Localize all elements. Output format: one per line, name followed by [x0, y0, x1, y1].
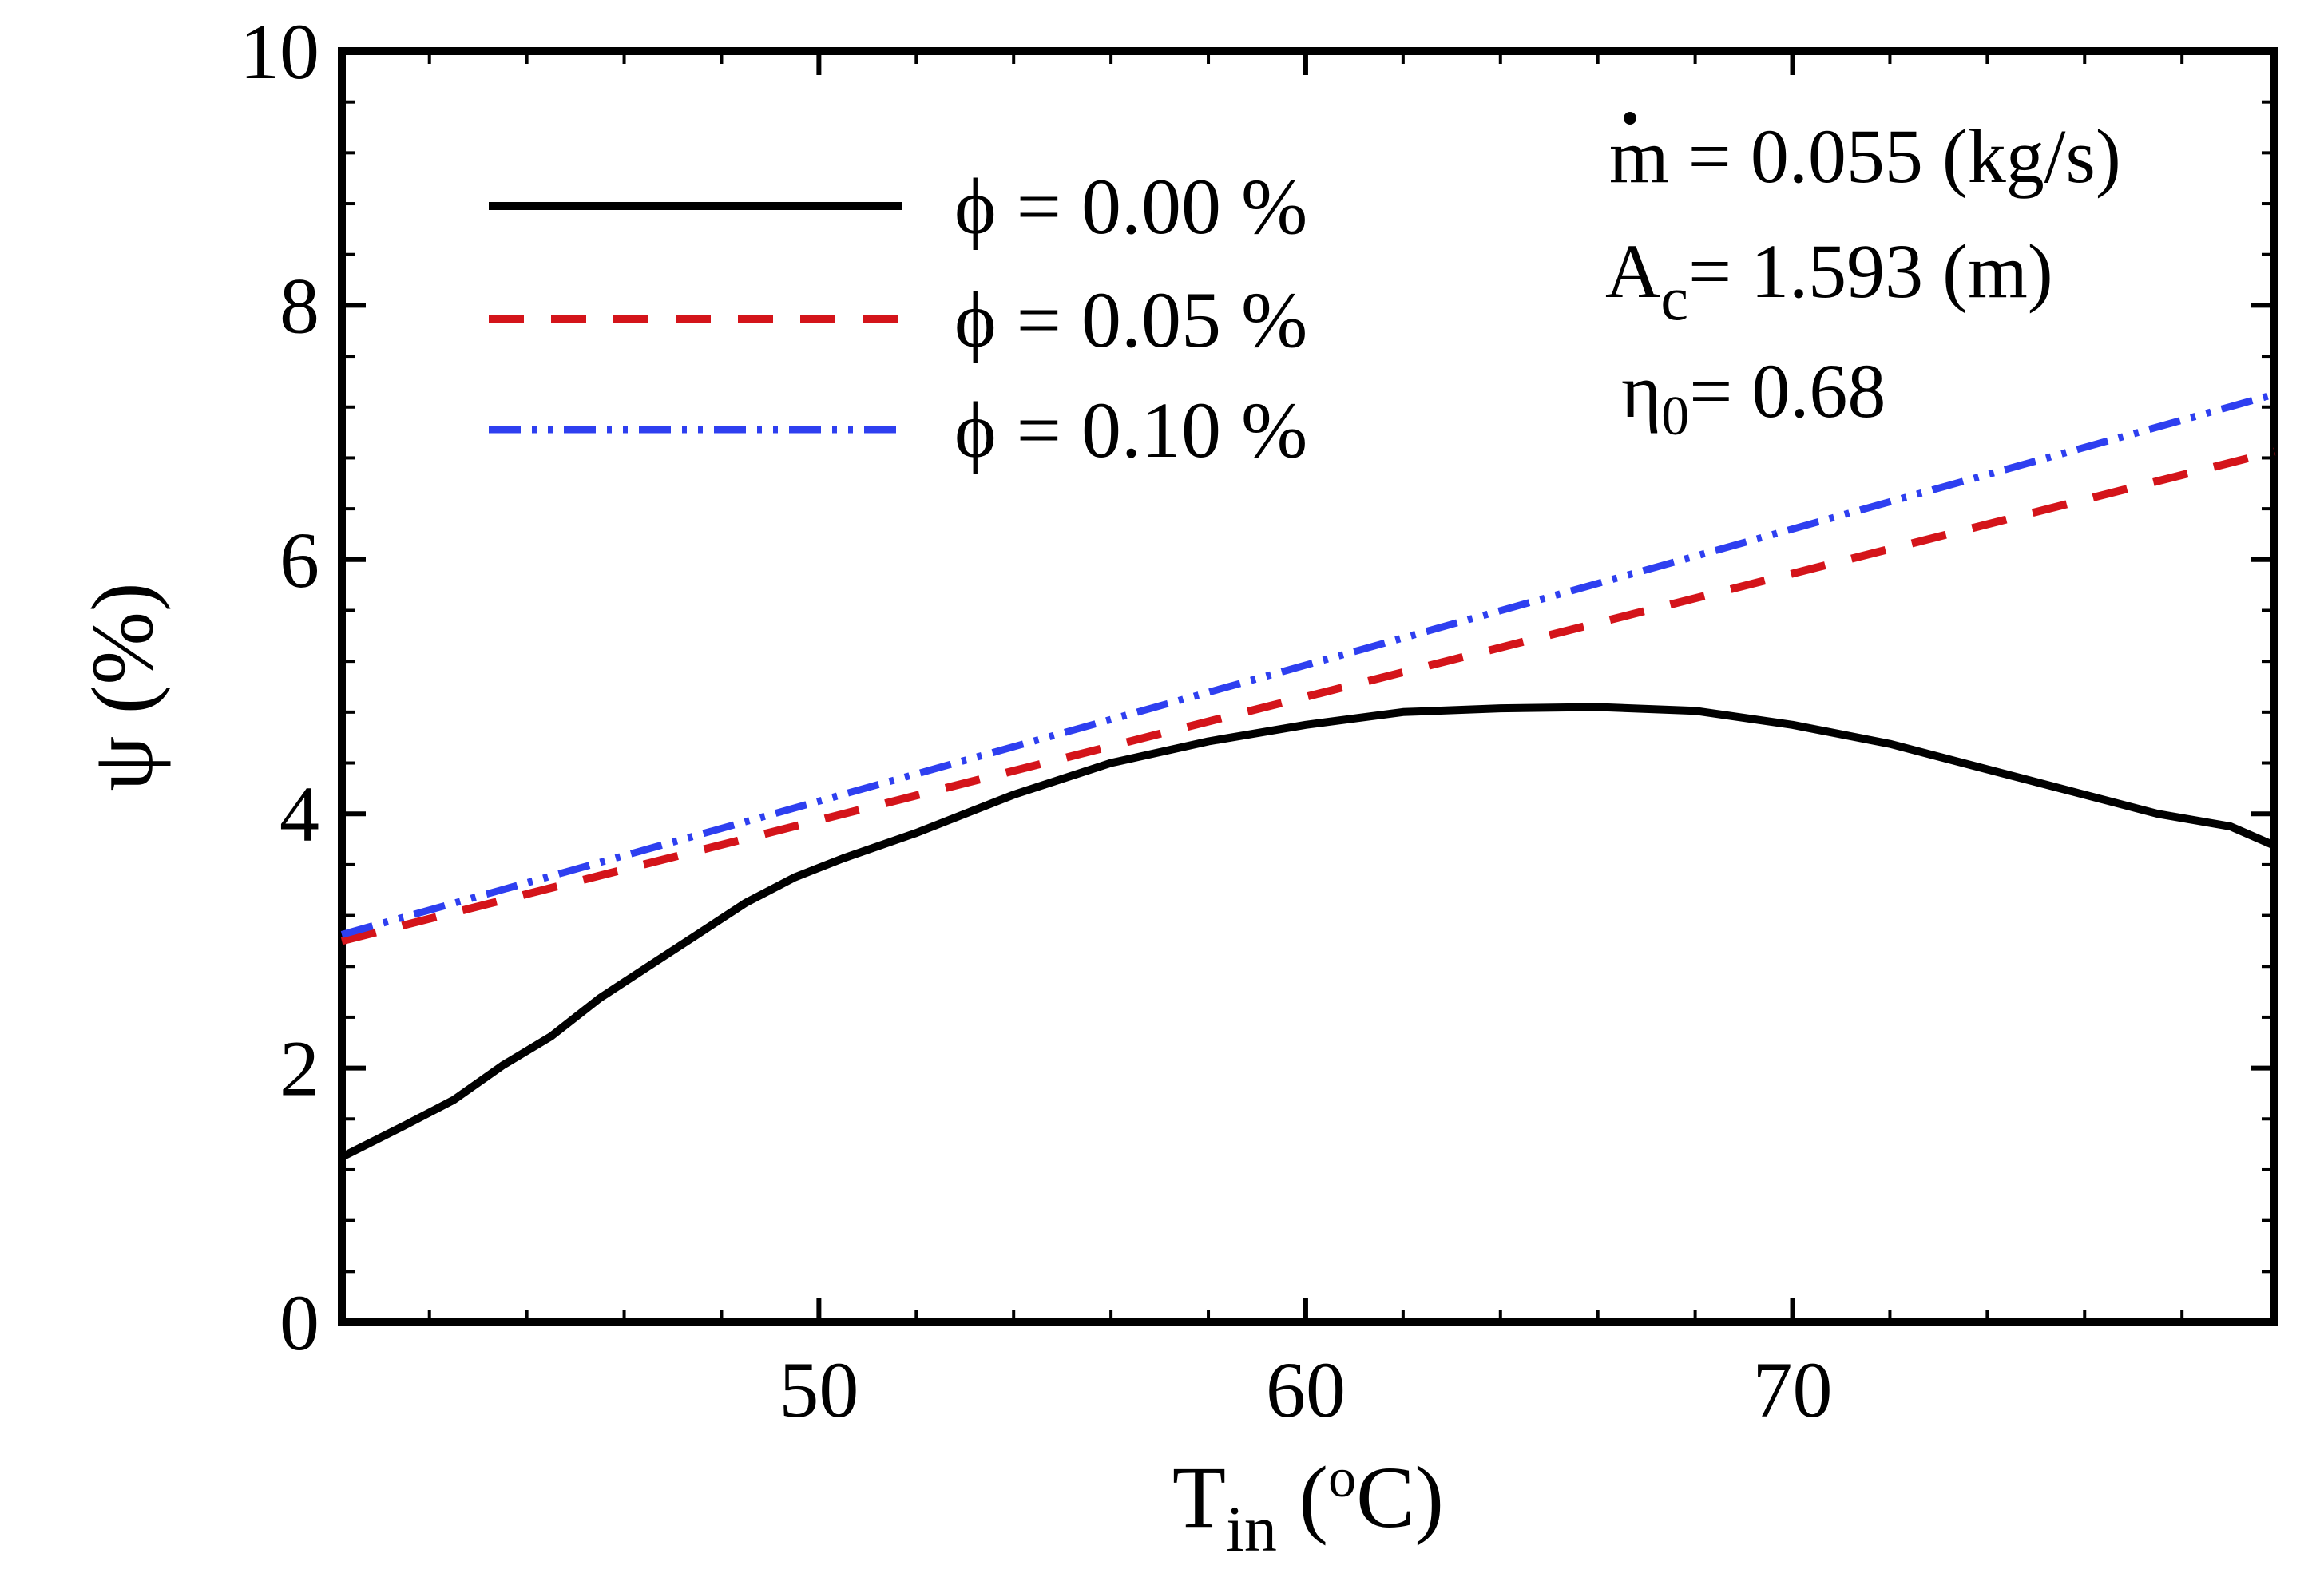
- y-tick-label: 8: [280, 261, 319, 350]
- legend-label-phi-0.00: ϕ = 0.00 %: [954, 162, 1307, 251]
- legend-label-phi-0.10: ϕ = 0.10 %: [954, 386, 1307, 474]
- x-axis-title-sub: in: [1226, 1492, 1277, 1565]
- y-tick-label: 2: [280, 1024, 319, 1113]
- series-line-0: [339, 703, 2276, 1161]
- annotation-collector-area: Ac= 1.593 (m): [1605, 228, 2053, 333]
- annotation-area-symbol: A: [1605, 228, 1660, 314]
- annotation-eta-sub: 0: [1661, 386, 1689, 447]
- axis-ticks: [342, 49, 2274, 1325]
- series-line-1: [340, 447, 2276, 945]
- y-tick-label: 10: [240, 7, 319, 96]
- annotation-area-sub: c: [1660, 264, 1688, 333]
- y-tick-label: 4: [280, 770, 319, 858]
- mass-flow-dot-icon: [1624, 112, 1636, 125]
- annotation-area-value: = 1.593 (m): [1688, 228, 2053, 314]
- x-tick-label: 60: [1266, 1345, 1346, 1434]
- x-axis-title: Tin (oC): [1172, 1448, 1444, 1565]
- legend-label-phi-0.05: ϕ = 0.05 %: [954, 275, 1307, 364]
- x-axis-title-main: T: [1172, 1448, 1226, 1546]
- series-group: [339, 390, 2276, 1161]
- annotation-optical-efficiency: η0= 0.68: [1621, 348, 1886, 447]
- y-tick-label: 6: [280, 516, 319, 604]
- x-tick-label: 70: [1753, 1345, 1833, 1434]
- tick-labels: 50 60 70 0 2 4 6 8 10: [240, 7, 1833, 1434]
- x-axis-title-open: (: [1277, 1448, 1328, 1546]
- x-tick-label: 50: [779, 1345, 859, 1434]
- series-line-2: [340, 390, 2276, 938]
- annotation-eta-value: = 0.68: [1689, 348, 1886, 434]
- annotation-mass-flow: m = 0.055 (kg/s): [1609, 113, 2121, 199]
- y-axis-title: ψ (%): [73, 582, 171, 791]
- legend: ϕ = 0.00 % ϕ = 0.05 % ϕ = 0.10 %: [489, 162, 1307, 474]
- plot-frame: [338, 47, 2278, 1326]
- annotation-eta-symbol: η: [1621, 348, 1661, 434]
- annotation-mass-flow-value: = 0.055 (kg/s): [1669, 113, 2121, 199]
- y-tick-label: 0: [280, 1278, 319, 1367]
- x-axis-title-close: C): [1356, 1448, 1444, 1546]
- x-axis-title-degree: o: [1328, 1448, 1356, 1509]
- annotation-mass-flow-symbol: m: [1609, 113, 1669, 199]
- parameter-annotations: m = 0.055 (kg/s) Ac= 1.593 (m) η0= 0.68: [1605, 112, 2121, 447]
